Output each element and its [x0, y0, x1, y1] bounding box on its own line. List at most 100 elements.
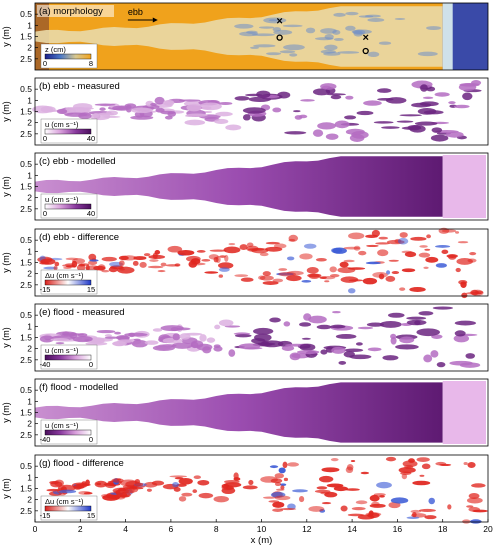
morphology-bar — [345, 25, 356, 31]
difference-patch — [280, 485, 285, 490]
y-axis-label: y (m) — [1, 101, 11, 122]
velocity-patch — [130, 107, 153, 114]
velocity-patch — [379, 321, 402, 328]
difference-patch — [186, 255, 201, 262]
difference-patch — [204, 271, 219, 274]
difference-patch — [119, 479, 138, 487]
colorbar-scale — [44, 128, 92, 135]
panel-title: (c) ebb - modelled — [39, 156, 116, 167]
velocity-patch — [96, 329, 116, 334]
colorbar-min: -40 — [40, 435, 51, 444]
difference-patch — [260, 476, 278, 483]
panel-d: (d) ebb - difference y (m) 0.51 1.522.5 Δu (… — [1, 227, 489, 299]
difference-patch — [329, 266, 337, 273]
difference-patch — [447, 504, 452, 510]
difference-patch — [315, 258, 327, 262]
panel-title: (a) morphology — [39, 6, 103, 17]
y-tick-label: 1.5 — [20, 182, 32, 192]
difference-patch — [469, 519, 482, 524]
velocity-patch — [213, 346, 223, 352]
velocity-patch — [363, 100, 382, 106]
difference-patch — [398, 466, 416, 474]
difference-patch — [455, 231, 460, 234]
y-tick-label: 0.5 — [20, 385, 32, 395]
difference-patch — [331, 247, 343, 254]
y-axis-label: y (m) — [1, 176, 11, 197]
difference-patch — [372, 271, 388, 278]
colorbar-max: 0 — [89, 360, 93, 369]
velocity-patch — [330, 94, 342, 100]
velocity-patch — [72, 335, 93, 343]
velocity-patch — [454, 320, 476, 326]
ebb-arrow-label: ebb — [128, 7, 143, 17]
velocity-patch — [367, 347, 382, 352]
difference-patch — [198, 492, 214, 499]
panel-title: (e) flood - measured — [39, 307, 125, 318]
difference-patch — [218, 262, 234, 269]
morphology-bar — [253, 44, 276, 48]
difference-patch — [248, 479, 254, 486]
difference-patch — [287, 462, 300, 467]
velocity-patch — [78, 112, 92, 120]
difference-patch — [154, 250, 161, 255]
velocity-patch — [332, 310, 341, 314]
difference-patch — [219, 255, 226, 258]
velocity-patch — [453, 334, 470, 343]
velocity-patch — [300, 99, 315, 102]
difference-patch — [234, 274, 249, 278]
x-tick-label: 20 — [483, 524, 493, 534]
morphology-bar — [358, 15, 374, 18]
marker-circle — [276, 34, 283, 41]
difference-patch — [455, 267, 461, 273]
panel-g: (g) flood - difference y (m) 0.51 1.522.5 Δu… — [1, 454, 489, 524]
velocity-patch — [85, 341, 108, 346]
velocity-patch — [234, 96, 250, 101]
difference-patch — [262, 271, 271, 277]
velocity-patch — [72, 103, 93, 111]
colorbar-label: z (cm) — [45, 45, 66, 54]
y-tick-label: 1.5 — [20, 32, 32, 42]
x-tick-label: 14 — [347, 524, 357, 534]
velocity-patch — [98, 112, 115, 116]
morphology-bar — [426, 26, 442, 31]
difference-patch — [441, 229, 457, 233]
velocity-patch — [186, 103, 202, 112]
difference-patch — [441, 249, 449, 255]
difference-patch — [279, 483, 287, 487]
x-tick-label: 4 — [123, 524, 128, 534]
morphology-bar — [417, 51, 438, 57]
velocity-patch — [377, 88, 392, 93]
difference-patch — [167, 245, 183, 253]
y-tick-label: 0.5 — [20, 159, 32, 169]
y-tick-label: 1.5 — [20, 333, 32, 343]
velocity-patch — [124, 332, 148, 337]
morphology-bar — [333, 12, 346, 17]
morphology-bar — [246, 30, 258, 34]
velocity-patch — [298, 114, 308, 119]
difference-patch — [466, 497, 483, 504]
difference-patch — [379, 495, 385, 498]
colorbar-max: 0 — [89, 435, 93, 444]
difference-patch — [63, 266, 72, 269]
velocity-patch — [284, 131, 307, 135]
velocity-patch — [426, 86, 436, 92]
difference-patch — [425, 256, 439, 263]
difference-patch — [283, 477, 289, 482]
difference-patch — [308, 506, 325, 512]
velocity-patch — [214, 118, 229, 125]
difference-patch — [143, 253, 151, 257]
morphology-bar — [353, 30, 363, 37]
difference-patch — [365, 261, 381, 265]
panel-title: (f) flood - modelled — [39, 382, 118, 393]
difference-patch — [218, 267, 230, 272]
morphology-bar — [337, 51, 360, 54]
velocity-patch — [296, 350, 320, 355]
panel-title-box — [37, 457, 155, 469]
difference-patch — [378, 236, 389, 240]
colorbar-label: u (cm s⁻¹) — [45, 346, 79, 355]
velocity-patch — [225, 124, 242, 131]
difference-patch — [132, 260, 139, 266]
difference-patch — [416, 457, 430, 462]
y-axis-label: y (m) — [1, 327, 11, 348]
velocity-patch — [414, 121, 438, 126]
